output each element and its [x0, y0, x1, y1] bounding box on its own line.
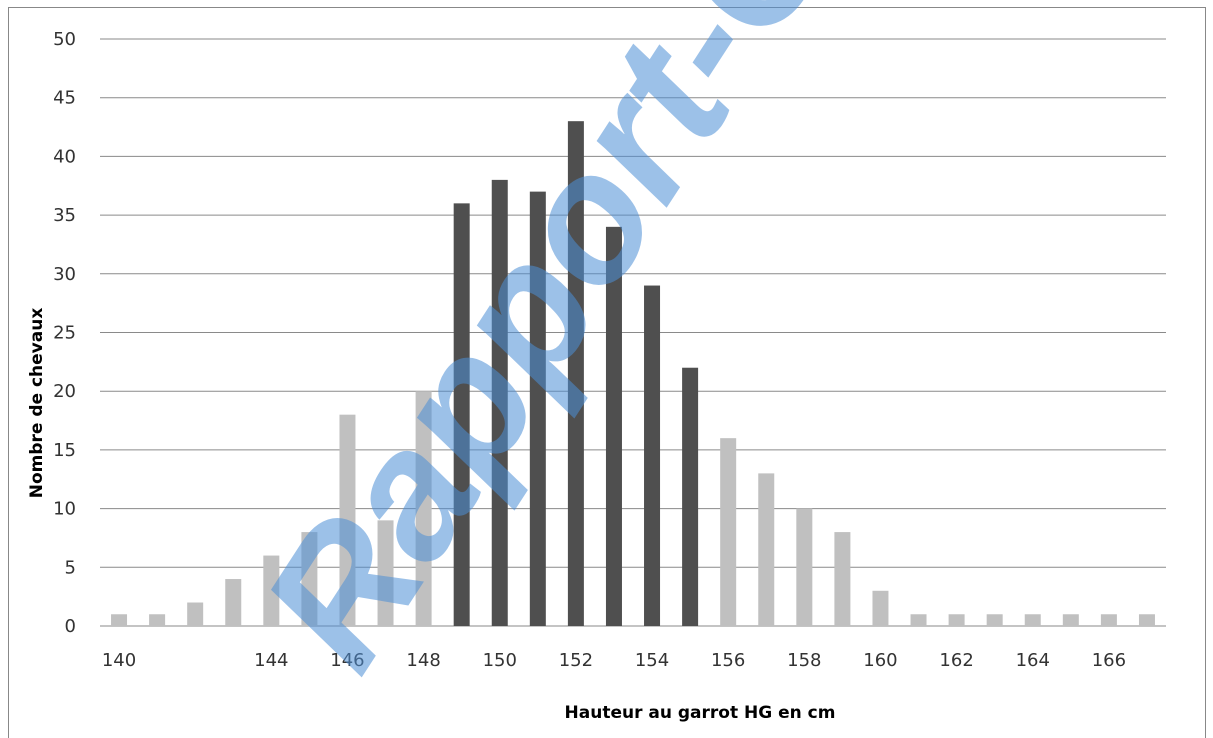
- y-tick-label-45: 45: [53, 88, 76, 109]
- y-tick-label-15: 15: [53, 440, 76, 461]
- bar-152: [567, 121, 584, 627]
- y-tick-label-5: 5: [65, 557, 76, 578]
- x-tick-label-164: 164: [1016, 650, 1050, 671]
- watermark-text: Rapport-Gratuit: [224, 0, 1126, 701]
- bar-167: [1138, 614, 1155, 626]
- x-tick-label-152: 152: [559, 650, 593, 671]
- bar-158: [796, 508, 813, 626]
- x-ticks: 140 144 146 148 150 152 154 156 158 160 162 164 166: [102, 650, 1126, 671]
- bar-157: [758, 473, 775, 626]
- bar-162: [948, 614, 965, 626]
- bar-146: [339, 414, 356, 626]
- y-tick-label-0: 0: [65, 616, 76, 637]
- bar-143: [225, 579, 242, 626]
- y-tick-label-50: 50: [53, 29, 76, 50]
- y-tick-label-10: 10: [53, 499, 76, 520]
- y-tick-label-35: 35: [53, 205, 76, 226]
- x-tick-label-144: 144: [254, 650, 288, 671]
- x-tick-label-140: 140: [102, 650, 136, 671]
- x-tick-label-156: 156: [711, 650, 745, 671]
- x-axis-label: Hauteur au garrot HG en cm: [565, 703, 836, 723]
- y-tick-label-25: 25: [53, 323, 76, 344]
- bar-155: [682, 367, 699, 626]
- x-tick-label-154: 154: [635, 650, 669, 671]
- chart-frame: [8, 7, 1206, 738]
- x-tick-label-150: 150: [483, 650, 517, 671]
- bar-161: [910, 614, 927, 626]
- x-tick-label-162: 162: [939, 650, 973, 671]
- bar-165: [1062, 614, 1079, 626]
- y-axis-label: Nombre de chevaux: [27, 308, 47, 499]
- bar-153: [605, 226, 622, 626]
- bar-150: [491, 179, 508, 626]
- bar-160: [872, 590, 889, 626]
- bar-141: [149, 614, 166, 626]
- bar-145: [301, 532, 318, 626]
- bar-142: [187, 602, 204, 626]
- bar-147: [377, 520, 394, 626]
- bar-166: [1100, 614, 1117, 626]
- y-ticks: 0 5 10 15 20 25 30 35 40 45 50: [53, 29, 76, 637]
- x-tick-label-166: 166: [1092, 650, 1126, 671]
- y-tick-label-30: 30: [53, 264, 76, 285]
- x-tick-label-158: 158: [787, 650, 821, 671]
- x-tick-label-160: 160: [863, 650, 897, 671]
- bar-164: [1024, 614, 1041, 626]
- y-tick-label-20: 20: [53, 381, 76, 402]
- bar-156: [720, 438, 737, 626]
- bar-140: [111, 614, 128, 626]
- bar-144: [263, 555, 280, 626]
- bar-148: [415, 391, 432, 626]
- bars: [111, 121, 1155, 627]
- bar-154: [644, 285, 661, 626]
- bar-159: [834, 532, 851, 626]
- watermark: Rapport-Gratuit: [224, 0, 1126, 701]
- bar-163: [986, 614, 1003, 626]
- bar-149: [453, 203, 470, 627]
- x-tick-label-146: 146: [330, 650, 364, 671]
- y-tick-label-40: 40: [53, 146, 76, 167]
- bar-151: [529, 191, 546, 626]
- x-tick-label-148: 148: [406, 650, 440, 671]
